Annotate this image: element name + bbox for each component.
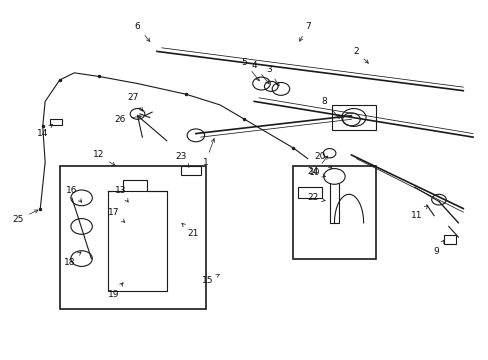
Text: 20: 20: [313, 152, 331, 168]
Text: 14: 14: [37, 124, 52, 138]
Text: 8: 8: [321, 97, 339, 118]
Text: 21: 21: [182, 224, 199, 238]
Bar: [60, 166, 205, 309]
Bar: [50, 119, 62, 125]
Text: 10: 10: [308, 156, 327, 177]
Text: 27: 27: [127, 93, 142, 111]
Bar: [331, 105, 375, 130]
Bar: [292, 166, 375, 258]
Text: 15: 15: [202, 274, 219, 284]
Text: 17: 17: [107, 208, 124, 222]
Text: 1: 1: [203, 139, 214, 167]
Text: 18: 18: [63, 252, 81, 267]
Text: 2: 2: [353, 47, 367, 63]
Text: 11: 11: [410, 206, 427, 220]
Text: 3: 3: [265, 65, 279, 86]
Bar: [181, 166, 201, 175]
Text: 25: 25: [13, 210, 38, 224]
Text: 9: 9: [433, 240, 444, 256]
Text: 23: 23: [175, 152, 188, 167]
Text: 24: 24: [306, 167, 325, 177]
Text: 19: 19: [107, 283, 123, 299]
Text: 13: 13: [115, 186, 128, 202]
Text: 7: 7: [299, 22, 310, 41]
Text: 22: 22: [306, 193, 325, 202]
Bar: [443, 235, 455, 244]
Text: 5: 5: [241, 58, 259, 81]
Bar: [297, 187, 322, 198]
Text: 6: 6: [134, 22, 149, 41]
Text: 12: 12: [93, 150, 115, 166]
Text: 16: 16: [66, 186, 81, 202]
Text: 26: 26: [115, 115, 141, 124]
Text: 4: 4: [251, 61, 268, 84]
